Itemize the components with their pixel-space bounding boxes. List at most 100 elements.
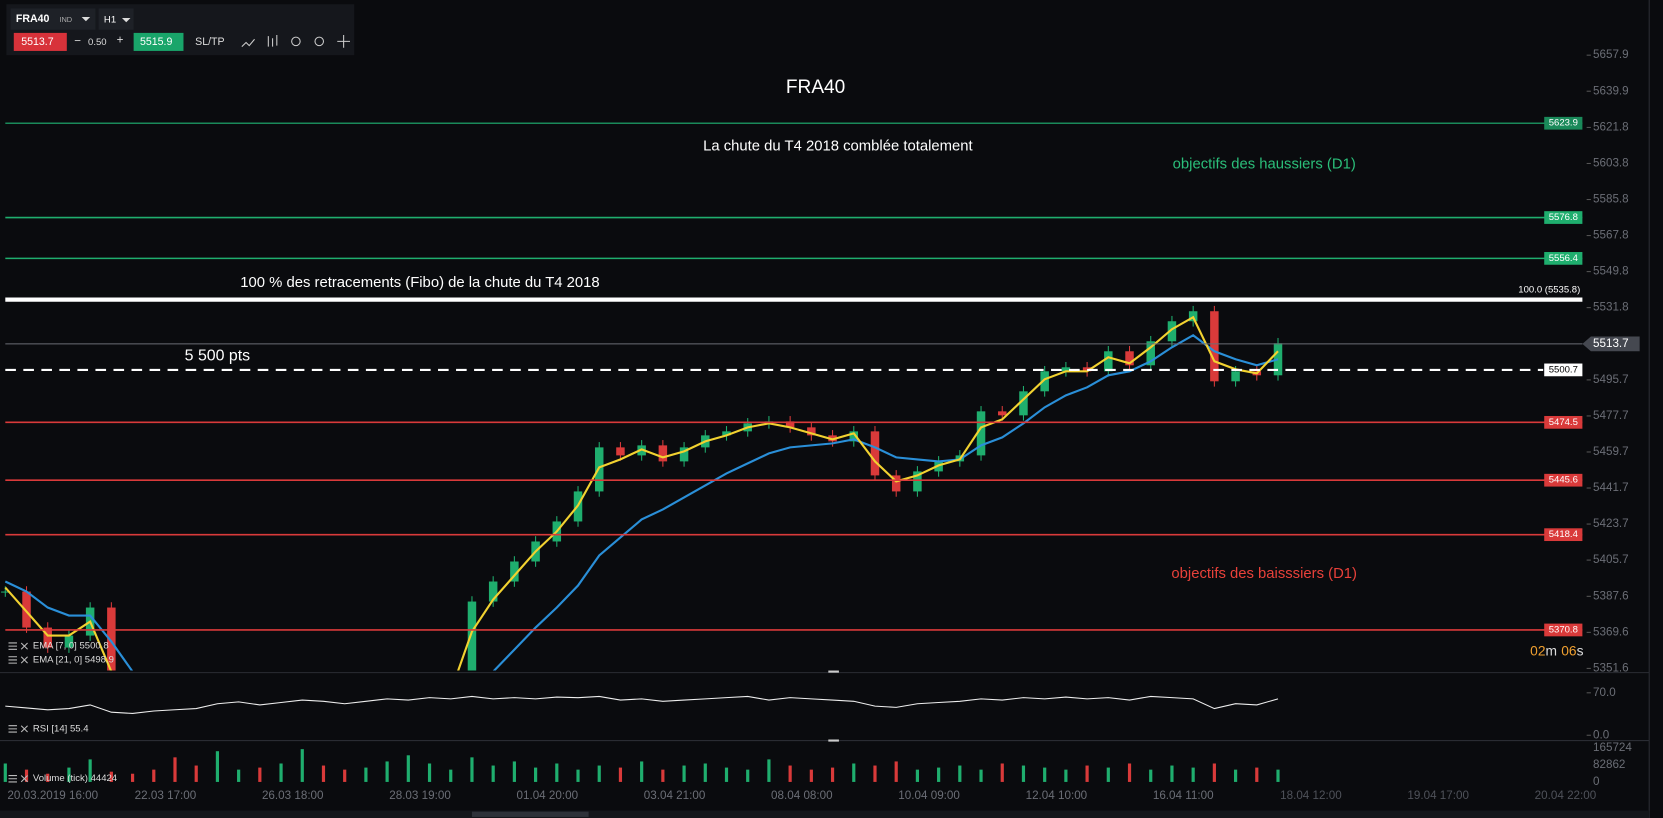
timeframe-select[interactable] xyxy=(98,8,134,30)
minus-button[interactable]: − xyxy=(74,34,81,47)
y-tick-label: 5585.8 xyxy=(1593,193,1629,206)
countdown-part: m xyxy=(1546,643,1557,658)
pivot-tag xyxy=(1544,363,1583,377)
current-price-tag xyxy=(1582,336,1640,352)
fibo-label: 100.0 (5535.8) xyxy=(1518,285,1580,296)
x-tick-label: 28.03 19:00 xyxy=(389,789,451,802)
timeframe: H1 xyxy=(104,15,116,26)
candle-body xyxy=(467,601,477,671)
candle-body xyxy=(1125,351,1134,366)
candle-body xyxy=(1273,343,1283,376)
volume-bar xyxy=(873,765,877,782)
volume-label: Volume (tick) 44424 xyxy=(33,773,118,784)
x-tick-label: 20.04 22:00 xyxy=(1535,789,1597,802)
ema21-line xyxy=(4,333,1279,671)
volume-bar xyxy=(767,759,771,782)
volume-bar xyxy=(597,765,601,782)
volume-bar xyxy=(1233,769,1238,782)
symbol-select[interactable] xyxy=(10,8,96,30)
x-tick-label: 26.03 18:00 xyxy=(262,789,324,802)
zoom-out-icon[interactable] xyxy=(291,36,301,47)
volume-bar xyxy=(1021,765,1026,782)
volume-bar xyxy=(1149,769,1153,782)
candle-body xyxy=(1210,311,1219,382)
scrollbar[interactable] xyxy=(0,810,1650,818)
volume-bar xyxy=(512,761,516,782)
volume-bar xyxy=(343,769,347,782)
plus-button[interactable]: + xyxy=(117,33,124,46)
volume-bar xyxy=(534,767,538,782)
bid-price: 5513.7 xyxy=(21,36,54,48)
y-tick-label: 5549.8 xyxy=(1593,265,1629,278)
volume-bar xyxy=(979,769,983,782)
symbol: FRA40 xyxy=(16,13,50,25)
x-tick-label: 08.04 08:00 xyxy=(771,789,833,802)
volume-bar xyxy=(173,757,177,782)
candle-body xyxy=(870,431,880,476)
candle-body xyxy=(722,431,731,436)
volume-bar xyxy=(88,759,92,782)
chart-title: FRA40 xyxy=(786,77,845,98)
volume-bar xyxy=(1212,763,1216,782)
ask-price: 5515.9 xyxy=(140,36,173,48)
line-tool-icon[interactable] xyxy=(241,38,255,48)
volume-bar xyxy=(215,751,220,782)
candle-body xyxy=(1167,321,1177,342)
volume-bar xyxy=(1191,767,1195,782)
volume-bar xyxy=(618,767,623,782)
candle-body xyxy=(616,447,625,456)
volume-bar xyxy=(640,761,644,782)
y-tick-label: 5603.8 xyxy=(1593,157,1629,170)
x-tick-label: 22.03 17:00 xyxy=(135,789,197,802)
volume-bar xyxy=(852,763,856,782)
indicator-icon xyxy=(8,656,28,664)
volume-bar xyxy=(1106,767,1110,782)
price-plot xyxy=(1,305,1283,671)
indicator-label: EMA [21, 0] 5498.9 xyxy=(33,654,114,665)
volume-bar xyxy=(703,763,707,782)
panel-handle[interactable] xyxy=(828,670,839,673)
level-tag xyxy=(1544,252,1583,265)
zoom-in-icon[interactable] xyxy=(314,36,325,47)
level-tag-label: 5370.8 xyxy=(1549,624,1578,635)
y-tick-label: 5639.9 xyxy=(1593,84,1629,97)
level-tag xyxy=(1544,623,1583,637)
volume-bar xyxy=(746,769,750,782)
level-tag xyxy=(1544,211,1583,224)
level-tag-label: 5418.4 xyxy=(1549,529,1579,540)
y-tick-label: 5495.7 xyxy=(1593,373,1629,386)
sltp-button[interactable]: SL/TP xyxy=(195,36,224,48)
y-tick-label: 5531.8 xyxy=(1593,301,1629,314)
level-tag-label: 5556.4 xyxy=(1549,253,1579,264)
buy-button[interactable] xyxy=(133,32,184,51)
level-tag xyxy=(1544,528,1583,542)
x-tick-label: 20.03.2019 16:00 xyxy=(7,789,98,802)
move-icon[interactable] xyxy=(337,35,350,48)
panel-handle[interactable] xyxy=(828,739,839,742)
candle-body xyxy=(1040,371,1049,392)
rsi-tick-label: 0.0 xyxy=(1593,728,1610,741)
volume-bar xyxy=(67,767,71,782)
candles-icon[interactable] xyxy=(267,35,278,47)
y-tick-label: 5567.8 xyxy=(1593,229,1629,242)
volume-bar xyxy=(321,765,326,782)
volume-bar xyxy=(364,767,368,782)
countdown-part: s xyxy=(1577,643,1584,658)
ema7-line xyxy=(4,315,1279,671)
scroll-thumb[interactable] xyxy=(471,811,589,817)
volume-bar xyxy=(46,773,50,782)
candle-body xyxy=(1061,367,1071,372)
candle-body xyxy=(785,421,795,428)
candle-body xyxy=(1,591,10,593)
candle-body xyxy=(488,581,498,602)
y-tick-label: 5657.9 xyxy=(1593,48,1629,61)
volume-bar xyxy=(258,767,262,782)
x-tick-label: 03.04 21:00 xyxy=(644,789,706,802)
volume-bar xyxy=(470,757,474,782)
volume-bar xyxy=(682,765,686,782)
y-tick-label: 5423.7 xyxy=(1593,517,1629,530)
volume-bar xyxy=(724,767,729,782)
sell-button[interactable] xyxy=(13,32,67,51)
